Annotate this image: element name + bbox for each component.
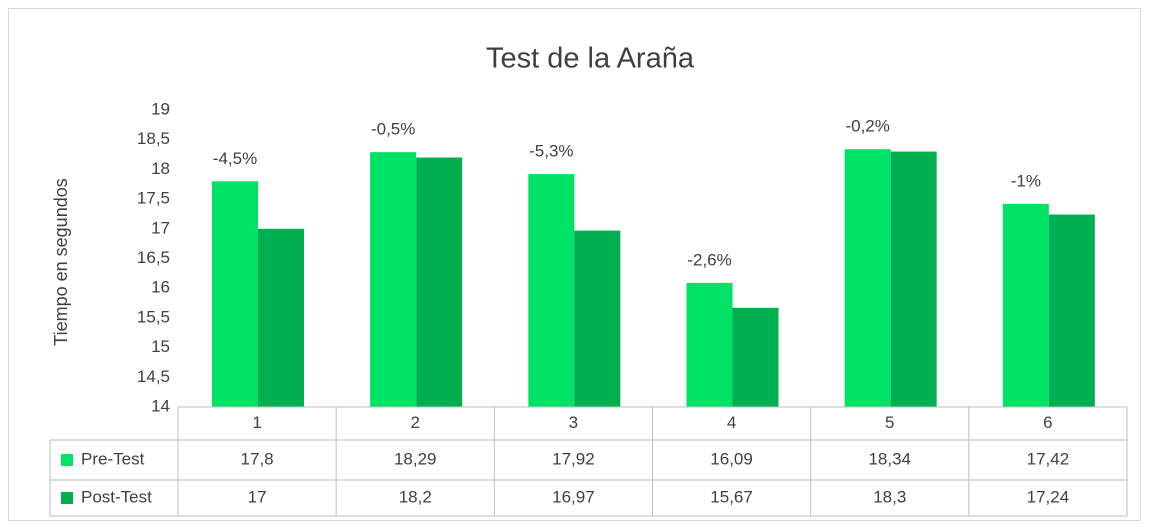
bar (574, 230, 621, 407)
x-tick-label: 5 (885, 413, 894, 432)
table-value: 17,92 (552, 449, 595, 468)
y-axis-label: Tiempo en segundos (51, 178, 71, 345)
bar (212, 181, 258, 407)
x-tick-label: 1 (252, 413, 261, 432)
y-tick-label: 15 (151, 337, 170, 356)
bar (258, 228, 304, 407)
annotation: -0,2% (845, 117, 889, 136)
bar (1002, 203, 1049, 407)
table-value: 15,67 (710, 487, 753, 506)
x-tick-label: 3 (569, 413, 578, 432)
chart-title: Test de la Araña (486, 43, 695, 75)
annotation: -0,5% (371, 120, 415, 139)
table-value: 17,42 (1027, 449, 1070, 468)
y-tick-label: 16 (151, 278, 170, 297)
y-tick-label: 18 (151, 159, 170, 178)
bar (732, 307, 779, 407)
annotation: -2,6% (687, 250, 731, 269)
annotation: -4,5% (213, 149, 257, 168)
x-tick-label: 2 (411, 413, 420, 432)
bar (890, 151, 937, 407)
y-tick-label: 18,5 (137, 129, 170, 148)
table-value: 18,34 (868, 449, 911, 468)
y-tick-label: 19 (151, 99, 170, 118)
legend-key (61, 492, 73, 504)
bar (1048, 214, 1095, 407)
y-tick-label: 17,5 (137, 189, 170, 208)
legend-label: Pre-Test (81, 449, 145, 468)
annotation: -1% (1011, 171, 1041, 190)
table-value: 16,97 (552, 487, 595, 506)
table-value: 18,29 (394, 449, 437, 468)
legend-key (61, 454, 73, 466)
x-tick-label: 4 (727, 413, 736, 432)
bar (370, 152, 417, 407)
table-value: 17 (248, 487, 267, 506)
bar (528, 174, 575, 407)
annotation: -5,3% (529, 142, 573, 161)
table-value: 16,09 (710, 449, 753, 468)
y-tick-label: 14 (151, 396, 170, 415)
bar (686, 282, 733, 407)
y-tick-label: 17 (151, 218, 170, 237)
table-value: 18,3 (873, 487, 906, 506)
table-value: 18,2 (399, 487, 432, 506)
table-value: 17,8 (241, 449, 274, 468)
legend-label: Post-Test (81, 487, 152, 506)
bar (844, 149, 891, 408)
x-tick-label: 6 (1043, 413, 1052, 432)
y-tick-label: 16,5 (137, 248, 170, 267)
table-value: 17,24 (1027, 487, 1070, 506)
y-tick-label: 14,5 (137, 367, 170, 386)
y-tick-label: 15,5 (137, 307, 170, 326)
bar (416, 157, 463, 407)
